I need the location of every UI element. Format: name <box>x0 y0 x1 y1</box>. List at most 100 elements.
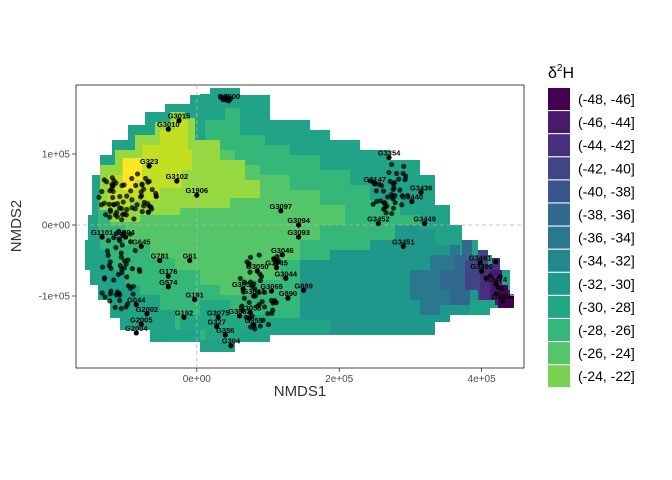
point-label: G3354 <box>378 149 401 158</box>
scatter-point <box>119 242 125 248</box>
scatter-point <box>380 188 387 194</box>
scatter-point <box>129 197 135 203</box>
scatter-point <box>125 257 131 263</box>
scatter-point <box>265 310 271 317</box>
scatter-point <box>383 210 389 216</box>
labeled-point <box>222 332 228 338</box>
labeled-point <box>146 163 152 169</box>
scatter-point <box>106 201 112 207</box>
scatter-point <box>386 169 392 176</box>
scatter-point <box>261 289 268 295</box>
scatter-point <box>139 209 145 215</box>
point-label: G645 <box>132 237 150 246</box>
scatter-point <box>399 202 405 208</box>
labeled-point <box>176 118 182 124</box>
labeled-point <box>479 268 485 274</box>
scatter-point <box>101 177 107 183</box>
scatter-point <box>377 198 384 204</box>
legend-label: (-36, -34] <box>578 230 635 246</box>
scatter-point <box>259 299 265 305</box>
scatter-point <box>118 306 124 312</box>
scatter-point <box>149 186 155 193</box>
scatter-point <box>110 194 116 201</box>
labeled-point <box>165 273 171 279</box>
scatter-point <box>391 180 398 186</box>
scatter-point <box>256 252 262 258</box>
labeled-point <box>226 98 232 104</box>
labeled-point <box>279 252 285 258</box>
point-label: G3147 <box>364 175 387 184</box>
legend-swatch <box>548 272 570 295</box>
labeled-point <box>278 208 284 214</box>
point-label: G3043 <box>242 287 265 296</box>
labeled-point <box>133 330 139 336</box>
point-label: G044 <box>127 296 146 305</box>
legend-label: (-48, -46] <box>578 91 635 107</box>
x-axis-ticks: 0e+00 2e+05 4e+05 <box>183 368 496 385</box>
point-label: G176 <box>159 267 177 276</box>
legend-swatch <box>548 319 570 341</box>
scatter-point <box>107 259 113 265</box>
labeled-point <box>493 281 499 287</box>
scatter-point <box>101 275 108 281</box>
scatter-point <box>256 289 262 295</box>
point-label: G3102 <box>166 172 189 181</box>
labeled-point <box>296 222 302 228</box>
point-label: G3490 <box>470 262 493 271</box>
legend-swatch <box>548 111 570 134</box>
scatter-point <box>134 171 141 177</box>
scatter-point <box>99 290 105 296</box>
scatter-point <box>118 254 124 260</box>
scatter-point <box>241 295 247 301</box>
labeled-point <box>372 181 378 187</box>
labeled-point <box>236 313 243 319</box>
labeled-point <box>400 243 406 249</box>
labeled-point <box>174 178 180 184</box>
point-label: G3055 <box>239 303 262 312</box>
point-label: G61 <box>183 252 197 261</box>
labeled-point <box>268 288 275 294</box>
point-label: G3436 <box>410 183 433 192</box>
labeled-point <box>296 234 302 240</box>
scatter-point <box>243 314 249 320</box>
y-axis-title: NMDS2 <box>8 200 25 253</box>
legend: δ2H (-48, -46] (-46, -44] (-44, -42] (-42, … <box>548 63 635 388</box>
scatter-point <box>141 186 147 192</box>
y-axis-ticks: -1e+05 0e+00 1e+05 <box>39 150 76 303</box>
legend-swatch <box>548 295 570 318</box>
legend-label: (-46, -44] <box>578 114 635 130</box>
scatter-point <box>487 273 493 279</box>
scatter-point <box>113 180 119 186</box>
legend-title: δ2H <box>548 63 574 82</box>
scatter-point <box>499 286 505 292</box>
scatter-point <box>98 202 104 208</box>
scatter-point <box>378 183 385 189</box>
point-label: G3065 <box>260 282 283 291</box>
contour-band-24-22 <box>123 158 142 190</box>
point-label: G327 <box>208 318 226 327</box>
scatter-point <box>374 198 380 204</box>
point-label: G192 <box>175 308 193 317</box>
scatter-point <box>146 178 152 184</box>
scatter-point <box>132 247 138 254</box>
point-label: G3451 <box>392 237 415 246</box>
scatter-point <box>373 188 379 194</box>
scatter-point <box>132 206 138 212</box>
scatter-point <box>123 304 129 310</box>
scatter-point <box>404 192 411 199</box>
scatter-point <box>99 188 105 195</box>
labeled-point <box>283 275 289 281</box>
scatter-point <box>247 279 254 285</box>
scatter-point <box>397 187 403 193</box>
scatter-point <box>107 207 113 213</box>
legend-swatch <box>548 180 570 203</box>
point-label: G781 <box>151 252 169 261</box>
scatter-point <box>121 265 127 271</box>
scatter-point <box>401 163 407 169</box>
scatter-point <box>388 161 395 168</box>
point-label: G704 <box>116 228 135 237</box>
scatter-point <box>391 185 397 191</box>
scatter-point <box>124 207 130 213</box>
scatter-point <box>367 178 373 184</box>
labeled-point <box>375 220 381 227</box>
